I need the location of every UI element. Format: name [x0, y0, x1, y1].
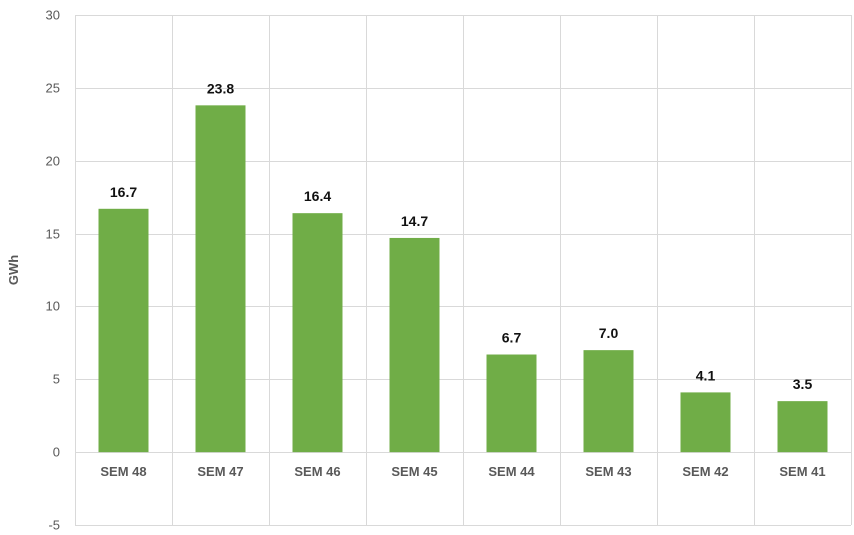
y-tick-label: 5	[53, 372, 60, 387]
data-label: 3.5	[793, 376, 813, 392]
x-tick-label: SEM 44	[488, 464, 535, 479]
data-label: 7.0	[599, 325, 619, 341]
bar	[98, 208, 149, 453]
bar	[583, 350, 634, 453]
y-axis-label: GWh	[6, 255, 21, 285]
y-tick-label: 15	[46, 227, 60, 242]
bar	[389, 237, 440, 453]
y-tick-label: 10	[46, 299, 60, 314]
data-label: 16.7	[110, 184, 137, 200]
x-tick-label: SEM 41	[779, 464, 825, 479]
data-labels: 16.7 23.8 16.4 14.7 6.7 7.0 4.1 3.5	[110, 80, 813, 392]
x-tick-label: SEM 45	[391, 464, 437, 479]
x-tick-label: SEM 47	[197, 464, 243, 479]
data-label: 23.8	[207, 80, 234, 96]
y-axis-ticks: -5 0 5 10 15 20 25 30	[46, 8, 60, 533]
x-tick-label: SEM 48	[100, 464, 146, 479]
data-label: 6.7	[502, 330, 522, 346]
gridlines	[75, 15, 852, 526]
data-label: 14.7	[401, 213, 428, 229]
bar	[777, 401, 828, 453]
bar	[486, 354, 537, 453]
y-tick-label: -5	[48, 518, 60, 533]
bar	[195, 105, 246, 453]
x-tick-label: SEM 46	[294, 464, 340, 479]
data-label: 4.1	[696, 367, 716, 383]
bar	[680, 392, 731, 453]
y-tick-label: 0	[53, 445, 60, 460]
x-tick-label: SEM 42	[682, 464, 728, 479]
y-tick-label: 20	[46, 154, 60, 169]
x-tick-label: SEM 43	[585, 464, 631, 479]
x-axis-ticks: SEM 48 SEM 47 SEM 46 SEM 45 SEM 44 SEM 43 SEM …	[100, 464, 825, 479]
bar	[292, 213, 343, 453]
y-tick-label: 25	[46, 81, 60, 96]
y-tick-label: 30	[46, 8, 60, 23]
data-label: 16.4	[304, 188, 331, 204]
bars	[98, 105, 828, 453]
